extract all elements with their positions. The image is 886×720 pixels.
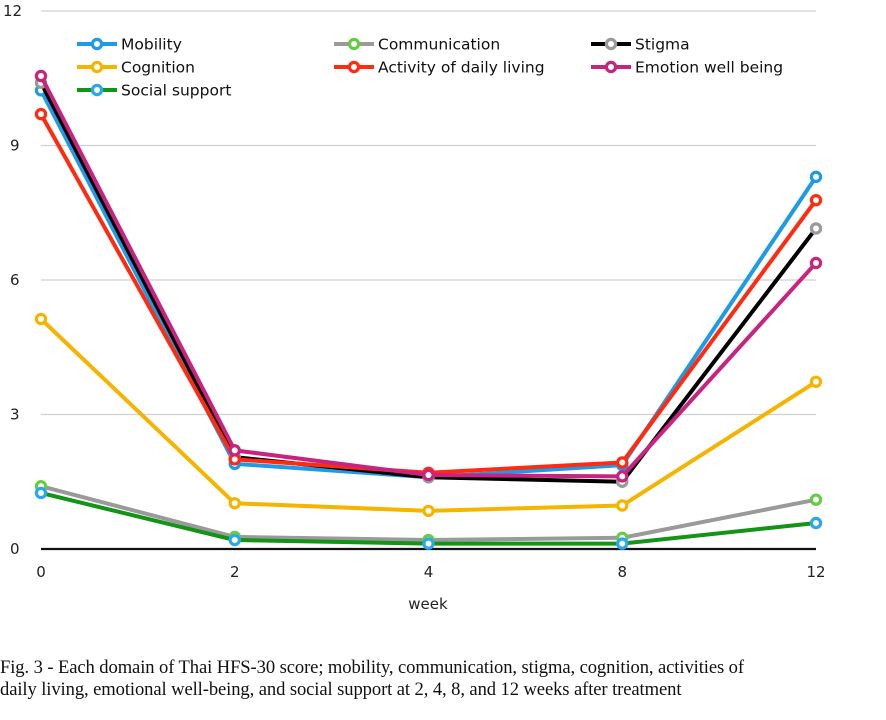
legend-item-mobility: Mobility — [77, 36, 182, 54]
data-point-emotion-well-being — [809, 256, 823, 270]
y-tick-label: 9 — [10, 137, 20, 155]
data-point-activity-of-daily-living — [34, 107, 48, 121]
x-tick-label: 8 — [617, 563, 627, 581]
y-tick-label: 0 — [10, 540, 20, 558]
legend-label: Cognition — [121, 59, 195, 77]
data-point-cognition — [616, 499, 629, 512]
legend-swatch-marker — [90, 60, 104, 74]
data-point-cognition — [422, 504, 435, 518]
legend-swatch-marker — [347, 60, 361, 74]
data-point-emotion-well-being — [228, 444, 241, 457]
caption-line-2: daily living, emotional well-being, and … — [0, 679, 682, 700]
caption-line-1: Fig. 3 - Each domain of Thai HFS-30 scor… — [0, 657, 744, 678]
series-line-activity-of-daily-living — [39, 113, 818, 475]
line-chart: 0 3 6 9 12 0 2 4 8 12 week Mobility Communication… — [3, 2, 826, 613]
legend-swatch-marker — [90, 37, 104, 51]
x-tick-label: 12 — [806, 563, 825, 581]
data-point-cognition — [34, 312, 48, 326]
legend-item-communication: Communication — [334, 36, 500, 54]
legend-item-activity-of-daily-living: Activity of daily living — [334, 59, 545, 77]
data-point-communication — [809, 493, 823, 506]
x-tick-label: 0 — [36, 563, 46, 581]
x-axis-label: week — [408, 595, 448, 613]
data-point-mobility — [809, 170, 823, 184]
data-point-social-support — [34, 486, 48, 500]
legend-item-emotion-well-being: Emotion well being — [591, 59, 783, 77]
data-point-activity-of-daily-living — [809, 193, 823, 207]
legend-item-stigma: Stigma — [591, 36, 690, 54]
data-point-cognition — [809, 375, 823, 388]
legend-swatch-marker — [604, 60, 618, 74]
y-axis-ticks: 0 3 6 9 12 — [3, 2, 22, 558]
x-axis-ticks: 0 2 4 8 12 — [36, 563, 825, 581]
data-point-activity-of-daily-living — [616, 456, 629, 469]
legend-item-cognition: Cognition — [77, 59, 195, 77]
legend-label: Activity of daily living — [378, 59, 545, 77]
data-point-emotion-well-being — [616, 470, 629, 483]
y-tick-label: 12 — [3, 2, 22, 20]
legend-item-social-support: Social support — [77, 82, 231, 100]
series-cognition — [34, 312, 823, 518]
data-point-emotion-well-being — [34, 69, 48, 83]
data-point-emotion-well-being — [422, 468, 435, 482]
x-tick-label: 2 — [230, 563, 240, 581]
data-point-social-support — [228, 533, 241, 547]
x-tick-label: 4 — [424, 563, 434, 581]
legend-label: Mobility — [121, 36, 182, 54]
series-line-stigma — [39, 81, 818, 484]
legend: Mobility Communication Stigma Cognition Acti… — [77, 36, 783, 100]
y-tick-label: 3 — [10, 406, 20, 424]
legend-label: Emotion well being — [635, 59, 783, 77]
data-point-social-support — [809, 516, 823, 530]
series-lines — [34, 69, 823, 550]
series-emotion-well-being — [34, 69, 823, 483]
figure-caption: Fig. 3 - Each domain of Thai HFS-30 scor… — [0, 657, 886, 701]
legend-swatch-marker — [90, 83, 104, 97]
data-point-stigma — [809, 222, 823, 235]
legend-label: Social support — [121, 82, 231, 100]
series-social-support — [34, 486, 823, 550]
data-point-cognition — [228, 497, 241, 510]
data-point-social-support — [422, 537, 435, 550]
legend-swatch-marker — [604, 37, 618, 51]
series-line-mobility — [39, 89, 818, 480]
y-tick-label: 6 — [10, 271, 20, 289]
legend-label: Communication — [378, 36, 500, 54]
legend-swatch-marker — [347, 37, 361, 51]
legend-label: Stigma — [635, 36, 690, 54]
data-point-social-support — [616, 537, 629, 550]
series-line-emotion-well-being — [39, 75, 818, 479]
